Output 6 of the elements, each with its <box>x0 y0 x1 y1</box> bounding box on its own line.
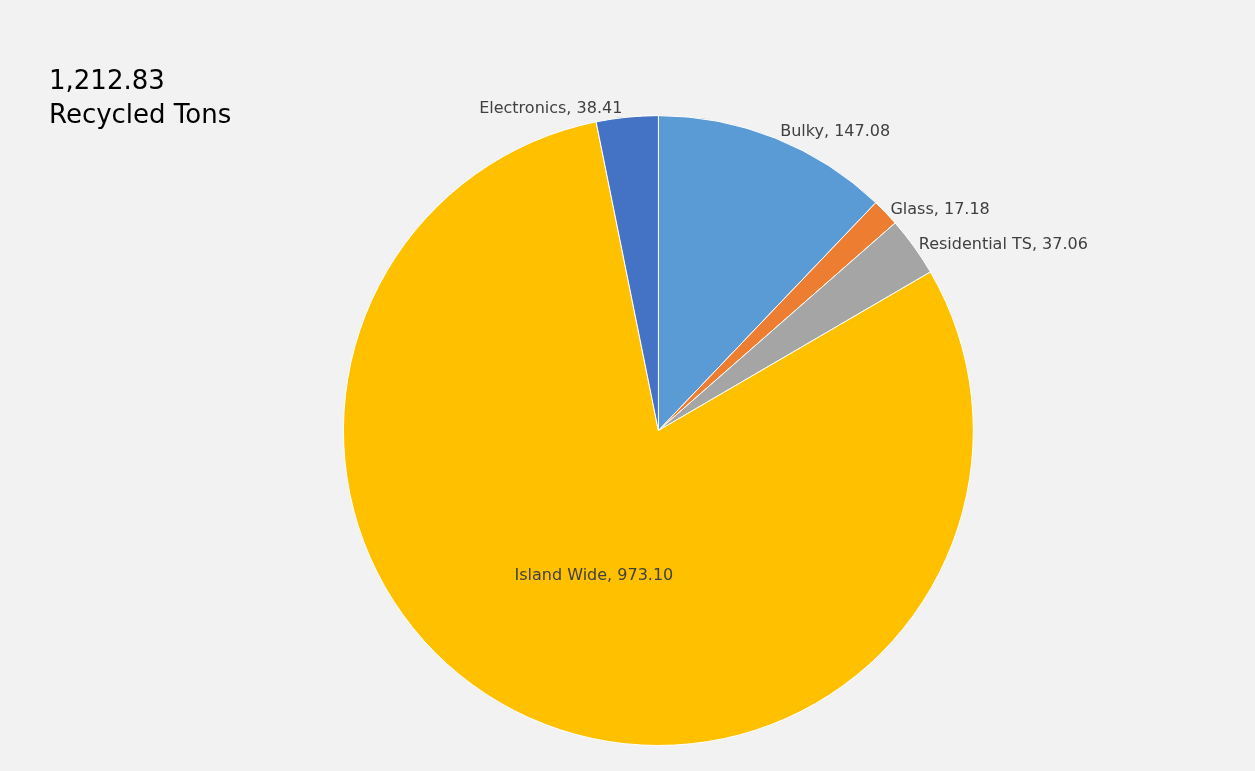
slice-label: Island Wide, 973.10 <box>514 564 674 584</box>
slice-label: Glass, 17.18 <box>890 198 990 218</box>
slice-label: Electronics, 38.41 <box>479 98 623 118</box>
slice-label: Residential TS, 37.06 <box>918 233 1088 253</box>
slice-label: Bulky, 147.08 <box>780 120 891 140</box>
chart-title: 1,212.83 Recycled Tons <box>49 65 232 129</box>
